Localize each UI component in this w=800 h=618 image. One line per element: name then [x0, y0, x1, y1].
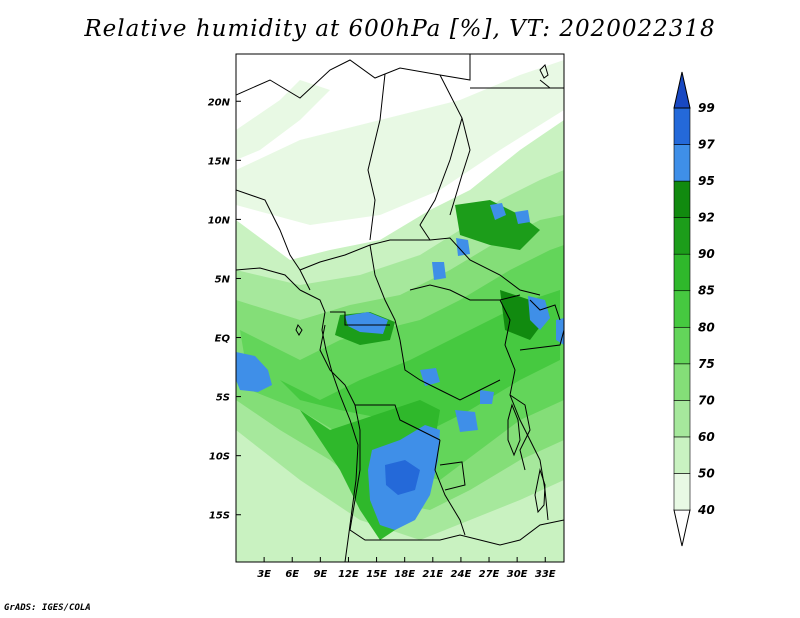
colorbar-segment [673, 400, 691, 438]
colorbar-segment [673, 290, 691, 328]
lon-tick-label: 18E [394, 569, 415, 580]
humidity-region-97-east [528, 296, 550, 330]
lon-tick-label: 33E [535, 569, 556, 580]
humidity-region-97-drc1 [455, 410, 478, 432]
border-line [529, 299, 561, 321]
lat-tick-label: 15S [209, 511, 230, 522]
humidity-field [236, 60, 564, 562]
colorbar-segment [673, 107, 691, 145]
map-frame [235, 53, 565, 563]
lake-outline [539, 64, 549, 79]
colorbar-label: 75 [698, 357, 715, 371]
border-line [499, 299, 549, 521]
lake-outline [534, 468, 546, 514]
border-line [349, 404, 564, 546]
colorbar-segment [673, 253, 691, 292]
border-line [236, 54, 471, 99]
humidity-region-97-west [236, 352, 272, 392]
credit-text: GrADS: IGES/COLA [4, 603, 91, 613]
border-line [434, 439, 466, 536]
colorbar-label: 99 [698, 101, 715, 115]
colorbar-segment [673, 436, 691, 474]
colorbar-legend: 40 50 60 70 75 80 85 90 92 95 97 99 [673, 71, 715, 547]
border-line [409, 284, 521, 301]
lon-tick-label: 30E [507, 569, 528, 580]
lat-tick-label: 10N [208, 215, 231, 226]
humidity-region-95 [500, 290, 545, 340]
latitude-axis: 20N 15N 10N 5N EQ 5S 10S 15S [208, 97, 241, 522]
border-line [419, 74, 463, 241]
border-line [369, 244, 401, 341]
lat-tick-label: 20N [208, 97, 231, 108]
border-line [439, 461, 466, 491]
colorbar-label: 85 [698, 284, 715, 298]
lon-tick-label: 3E [257, 569, 271, 580]
colorbar-label: 60 [698, 430, 715, 444]
colorbar-label: 95 [698, 174, 715, 188]
humidity-region-north-band [236, 60, 564, 225]
border-line [299, 237, 541, 296]
humidity-region-97-drc2 [420, 368, 440, 386]
chart-title: Relative humidity at 600hPa [%], VT: 202… [84, 16, 716, 42]
humidity-region-97-sudan2 [515, 210, 530, 224]
border-line [236, 189, 311, 291]
lake-outline [295, 324, 303, 336]
lat-tick-label: 5N [215, 274, 231, 285]
border-line [509, 394, 531, 471]
colorbar-label: 70 [698, 393, 715, 407]
lake-outline [539, 79, 551, 89]
lat-tick-label: 10S [209, 452, 230, 463]
colorbar-label: 97 [698, 138, 715, 152]
colorbar-segment [673, 144, 691, 182]
lon-tick-label: 27E [479, 569, 500, 580]
lon-tick-label: 24E [451, 569, 472, 580]
lat-tick-label: 15N [208, 156, 231, 167]
colorbar-segment [673, 217, 691, 255]
lon-tick-label: 9E [313, 569, 327, 580]
border-line [367, 73, 386, 241]
humidity-region-92 [455, 200, 540, 250]
country-borders [236, 54, 564, 562]
border-line [236, 267, 301, 291]
colorbar-top-arrow [673, 71, 691, 109]
lon-tick-label: 15E [366, 569, 387, 580]
humidity-region-99-angola [385, 460, 420, 495]
humidity-region-northwest [236, 80, 330, 160]
lon-tick-label: 6E [285, 569, 299, 580]
colorbar-segment [673, 180, 691, 218]
humidity-region-97-cameroon [432, 262, 446, 280]
colorbar-label: 50 [698, 466, 715, 480]
lon-tick-label: 12E [338, 569, 359, 580]
humidity-region-97-car [456, 238, 470, 256]
colorbar-segment [673, 363, 691, 401]
border-line [449, 117, 471, 216]
border-line [330, 311, 390, 326]
coastline [299, 289, 359, 562]
lat-tick-label: 5S [216, 393, 230, 404]
colorbar-segment [673, 473, 691, 511]
colorbar-label: 80 [698, 320, 715, 334]
lon-tick-label: 21E [422, 569, 443, 580]
border-line [519, 329, 564, 351]
border-line [399, 339, 501, 401]
humidity-region-75 [240, 245, 564, 480]
longitude-axis: 3E 6E 9E 12E 15E 18E 21E 24E 27E 30E 33E [257, 557, 556, 580]
humidity-region-97-north-congo [345, 312, 388, 334]
colorbar-bottom-arrow [673, 509, 691, 547]
colorbar-label: 92 [698, 211, 715, 225]
colorbar-label: 90 [698, 247, 715, 261]
colorbar-segment [673, 326, 691, 365]
humidity-region-97-drc3 [480, 390, 494, 404]
lat-tick-label: EQ [215, 334, 231, 345]
lake-outline [507, 403, 521, 457]
colorbar-label: 40 [697, 503, 715, 517]
humidity-region-97-sudan [490, 203, 506, 220]
